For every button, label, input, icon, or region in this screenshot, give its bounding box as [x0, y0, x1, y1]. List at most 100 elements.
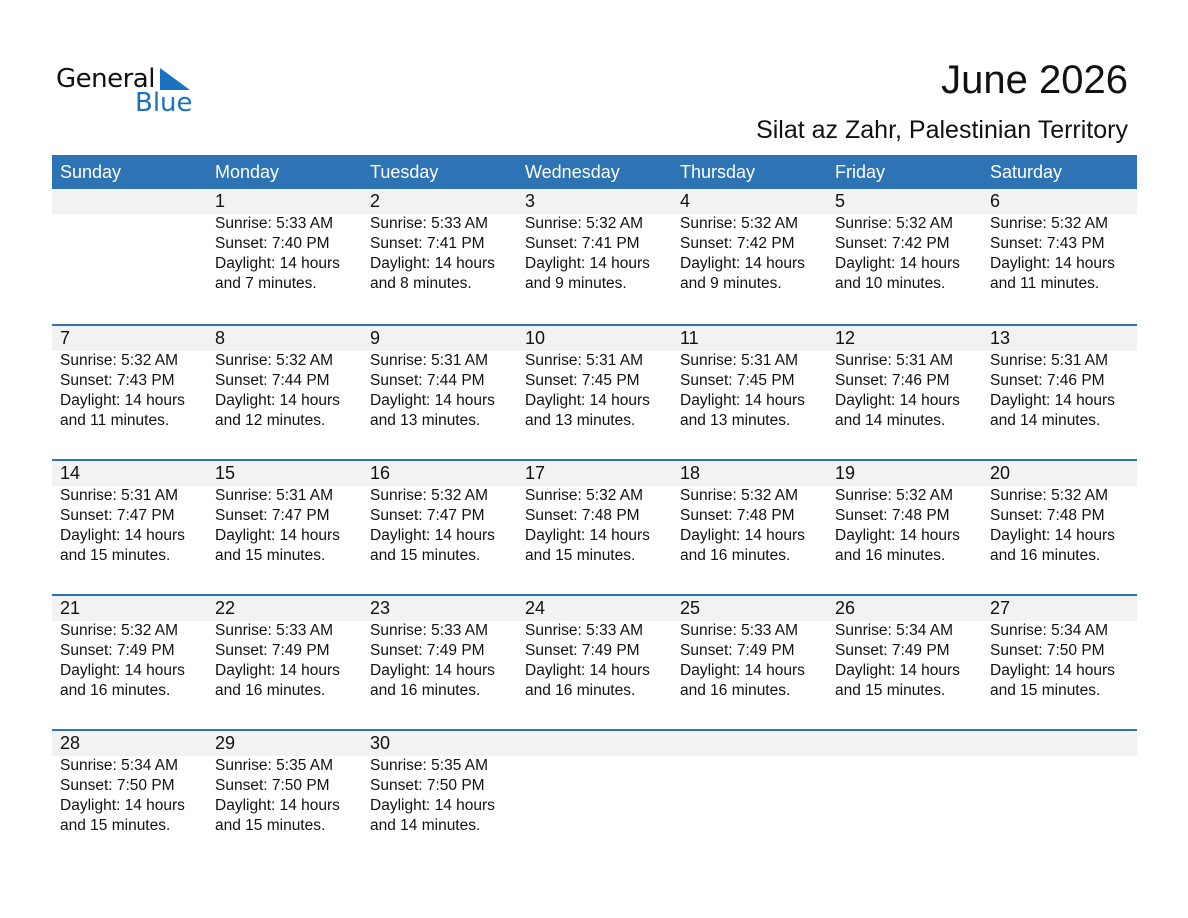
sunrise-text: Sunrise: 5:34 AM	[990, 622, 1109, 639]
daylight-minutes-text: and 14 minutes.	[835, 412, 946, 429]
sunrise-text: Sunrise: 5:32 AM	[525, 215, 644, 232]
sunset-text: Sunset: 7:48 PM	[680, 507, 795, 524]
day-cell: 14 Sunrise: 5:31 AM Sunset: 7:47 PM Dayligh…	[52, 461, 207, 594]
daylight-minutes-text: and 16 minutes.	[525, 682, 636, 699]
daylight-minutes-text: and 15 minutes.	[370, 547, 481, 564]
sunrise-text: Sunrise: 5:33 AM	[525, 622, 644, 639]
daylight-minutes-text: and 13 minutes.	[370, 412, 481, 429]
daylight-text: Daylight: 14 hours	[835, 255, 960, 272]
daylight-minutes-text: and 16 minutes.	[990, 547, 1101, 564]
day-cell: 17 Sunrise: 5:32 AM Sunset: 7:48 PM Dayligh…	[517, 461, 672, 594]
daylight-minutes-text: and 13 minutes.	[680, 412, 791, 429]
daylight-text: Daylight: 14 hours	[525, 392, 650, 409]
daylight-minutes-text: and 7 minutes.	[215, 275, 317, 292]
week-row: 1 Sunrise: 5:33 AM Sunset: 7:40 PM Daylight…	[52, 189, 1137, 324]
sunrise-text: Sunrise: 5:33 AM	[370, 215, 489, 232]
weekday-friday: Friday	[835, 162, 886, 182]
day-number: 25	[680, 598, 701, 618]
date-band	[52, 461, 1137, 486]
daylight-text: Daylight: 14 hours	[990, 527, 1115, 544]
daylight-text: Daylight: 14 hours	[60, 797, 185, 814]
day-cell: 13 Sunrise: 5:31 AM Sunset: 7:46 PM Dayligh…	[982, 326, 1137, 459]
day-cell: 21 Sunrise: 5:32 AM Sunset: 7:49 PM Dayligh…	[52, 596, 207, 729]
day-cell: 6 Sunrise: 5:32 AM Sunset: 7:43 PM Daylight…	[982, 189, 1137, 324]
day-cell: 8 Sunrise: 5:32 AM Sunset: 7:44 PM Daylight…	[207, 326, 362, 459]
sunset-text: Sunset: 7:47 PM	[370, 507, 485, 524]
sunrise-text: Sunrise: 5:32 AM	[370, 487, 489, 504]
daylight-minutes-text: and 15 minutes.	[835, 682, 946, 699]
sunrise-text: Sunrise: 5:32 AM	[60, 352, 179, 369]
daylight-text: Daylight: 14 hours	[215, 797, 340, 814]
day-number: 26	[835, 598, 856, 618]
day-number: 12	[835, 328, 856, 348]
sunrise-text: Sunrise: 5:33 AM	[215, 622, 334, 639]
day-number: 7	[60, 328, 71, 348]
day-cell: 23 Sunrise: 5:33 AM Sunset: 7:49 PM Dayligh…	[362, 596, 517, 729]
sunset-text: Sunset: 7:48 PM	[990, 507, 1105, 524]
day-number: 10	[525, 328, 546, 348]
daylight-minutes-text: and 10 minutes.	[835, 275, 946, 292]
daylight-minutes-text: and 16 minutes.	[60, 682, 171, 699]
sunset-text: Sunset: 7:49 PM	[680, 642, 795, 659]
day-number: 8	[215, 328, 226, 348]
daylight-text: Daylight: 14 hours	[370, 662, 495, 679]
day-number: 18	[680, 463, 701, 483]
logo-text-general: General	[56, 64, 155, 94]
sunset-text: Sunset: 7:43 PM	[990, 235, 1105, 252]
daylight-text: Daylight: 14 hours	[525, 527, 650, 544]
date-band	[52, 189, 1137, 214]
daylight-minutes-text: and 16 minutes.	[680, 682, 791, 699]
day-number: 14	[60, 463, 81, 483]
sunset-text: Sunset: 7:43 PM	[60, 372, 175, 389]
sunset-text: Sunset: 7:46 PM	[990, 372, 1105, 389]
day-cell: 2 Sunrise: 5:33 AM Sunset: 7:41 PM Daylight…	[362, 189, 517, 324]
date-band	[52, 596, 1137, 621]
daylight-minutes-text: and 16 minutes.	[370, 682, 481, 699]
empty-cell	[517, 731, 672, 864]
day-cell: 9 Sunrise: 5:31 AM Sunset: 7:44 PM Daylight…	[362, 326, 517, 459]
page-title: June 2026	[941, 58, 1128, 102]
daylight-text: Daylight: 14 hours	[835, 662, 960, 679]
day-cell: 16 Sunrise: 5:32 AM Sunset: 7:47 PM Dayligh…	[362, 461, 517, 594]
day-number: 4	[680, 191, 691, 211]
sunset-text: Sunset: 7:44 PM	[215, 372, 330, 389]
sunset-text: Sunset: 7:47 PM	[215, 507, 330, 524]
sunrise-text: Sunrise: 5:32 AM	[680, 215, 799, 232]
sunset-text: Sunset: 7:49 PM	[370, 642, 485, 659]
day-number: 20	[990, 463, 1011, 483]
daylight-minutes-text: and 9 minutes.	[680, 275, 782, 292]
day-number: 30	[370, 733, 391, 753]
calendar-grid: Sunday Monday Tuesday Wednesday Thursday Frid…	[52, 155, 1137, 864]
sunrise-text: Sunrise: 5:32 AM	[990, 215, 1109, 232]
sunset-text: Sunset: 7:42 PM	[680, 235, 795, 252]
weekday-sunday: Sunday	[60, 162, 122, 182]
day-cell: 15 Sunrise: 5:31 AM Sunset: 7:47 PM Dayligh…	[207, 461, 362, 594]
sunrise-text: Sunrise: 5:33 AM	[370, 622, 489, 639]
daylight-minutes-text: and 15 minutes.	[990, 682, 1101, 699]
daylight-text: Daylight: 14 hours	[525, 662, 650, 679]
daylight-minutes-text: and 11 minutes.	[990, 275, 1100, 292]
day-number: 9	[370, 328, 381, 348]
sunset-text: Sunset: 7:49 PM	[215, 642, 330, 659]
day-cell: 5 Sunrise: 5:32 AM Sunset: 7:42 PM Daylight…	[827, 189, 982, 324]
day-cell: 25 Sunrise: 5:33 AM Sunset: 7:49 PM Dayligh…	[672, 596, 827, 729]
day-number: 21	[60, 598, 81, 618]
daylight-text: Daylight: 14 hours	[990, 255, 1115, 272]
day-cell: 19 Sunrise: 5:32 AM Sunset: 7:48 PM Dayligh…	[827, 461, 982, 594]
sunset-text: Sunset: 7:50 PM	[370, 777, 485, 794]
day-number: 23	[370, 598, 391, 618]
daylight-minutes-text: and 16 minutes.	[835, 547, 946, 564]
week-row: 7 Sunrise: 5:32 AM Sunset: 7:43 PM Daylight…	[52, 324, 1137, 459]
sunrise-text: Sunrise: 5:31 AM	[525, 352, 644, 369]
daylight-text: Daylight: 14 hours	[680, 527, 805, 544]
day-cell: 28 Sunrise: 5:34 AM Sunset: 7:50 PM Dayligh…	[52, 731, 207, 864]
day-number: 19	[835, 463, 856, 483]
sunrise-text: Sunrise: 5:31 AM	[990, 352, 1109, 369]
empty-cell	[982, 731, 1137, 864]
day-number: 22	[215, 598, 236, 618]
daylight-minutes-text: and 15 minutes.	[215, 817, 326, 834]
empty-cell	[672, 731, 827, 864]
sunset-text: Sunset: 7:45 PM	[525, 372, 640, 389]
sunrise-text: Sunrise: 5:35 AM	[370, 757, 489, 774]
